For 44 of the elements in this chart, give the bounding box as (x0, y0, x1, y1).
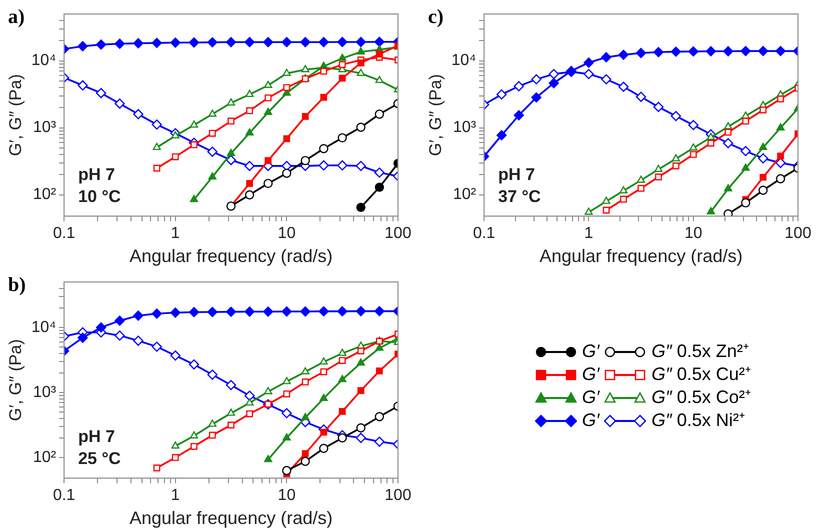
y-tick-label: 10⁴ (31, 318, 56, 336)
x-tick-label: 100 (784, 225, 812, 242)
y-axis-title: G′, G″ (Pa) (6, 339, 25, 422)
x-tick-label: 10 (278, 225, 296, 242)
x-axis-title: Angular frequency (rad/s) (129, 246, 333, 266)
x-tick-label: 100 (384, 225, 412, 242)
annotation: pH 7 (498, 165, 535, 184)
x-tick-label: 1 (584, 225, 594, 242)
legend-label: G″ 0.5x Cu²⁺ (651, 364, 751, 384)
chart-title: c) (428, 6, 444, 29)
x-tick-label: 1 (170, 487, 180, 504)
chart-title: a) (8, 6, 25, 29)
legend-label: G″ 0.5x Ni²⁺ (651, 410, 745, 430)
y-tick-label: 10⁴ (451, 52, 476, 70)
legend-label: G″ 0.5x Zn²⁺ (651, 341, 749, 361)
legend-label: G″ 0.5x Co²⁺ (651, 387, 751, 407)
x-tick-label: 10 (278, 487, 296, 504)
y-tick-label: 10³ (32, 119, 57, 136)
y-tick-label: 10² (32, 186, 57, 204)
x-tick-label: 0.1 (52, 225, 76, 242)
chart-title: b) (8, 274, 26, 297)
legend-label: G′ (582, 341, 600, 361)
y-tick-label: 10³ (452, 119, 477, 136)
x-tick-label: 100 (384, 487, 412, 504)
x-axis-title: Angular frequency (rad/s) (129, 508, 333, 528)
annotation: pH 7 (78, 165, 115, 184)
annotation: pH 7 (78, 427, 115, 446)
x-tick-label: 1 (170, 225, 180, 242)
y-tick-label: 10³ (32, 384, 57, 401)
annotation: 37 °C (498, 187, 541, 206)
x-tick-label: 10 (684, 225, 702, 242)
legend-label: G′ (582, 387, 600, 407)
y-tick-label: 10⁴ (31, 52, 56, 70)
legend-label: G′ (582, 410, 600, 430)
x-axis-title: Angular frequency (rad/s) (539, 246, 743, 266)
annotation: 10 °C (78, 187, 121, 206)
y-tick-label: 10² (452, 186, 477, 204)
x-tick-label: 0.1 (472, 225, 496, 242)
y-axis-title: G′, G″ (Pa) (426, 74, 445, 156)
y-axis-title: G′, G″ (Pa) (6, 74, 25, 156)
annotation: 25 °C (78, 449, 121, 468)
legend-label: G′ (582, 364, 600, 384)
x-tick-label: 0.1 (52, 487, 76, 504)
y-tick-label: 10² (32, 448, 57, 466)
